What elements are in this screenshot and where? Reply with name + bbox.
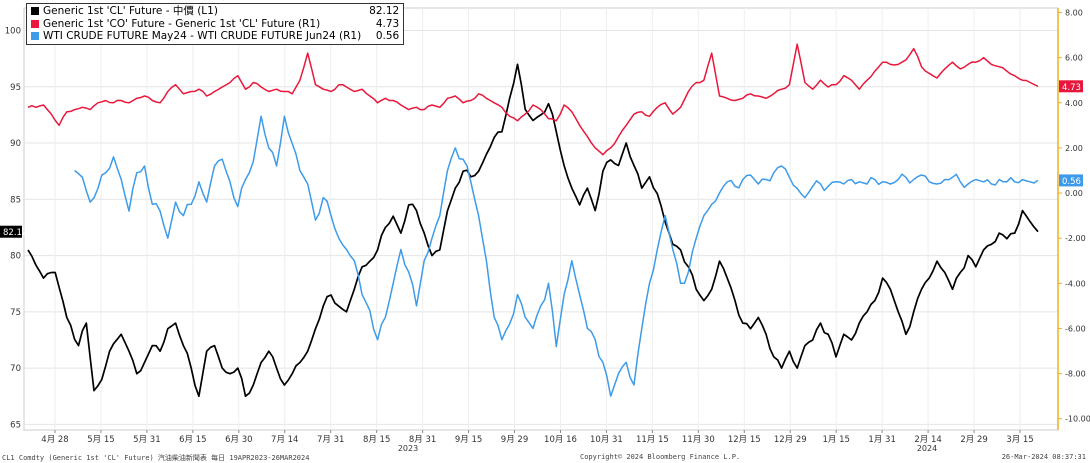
left-tick-label: 85: [10, 195, 21, 205]
footer-copyright: Copyright© 2024 Bloomberg Finance L.P.: [580, 453, 741, 461]
right-tick-label: 4.00: [1065, 99, 1083, 108]
footer-security-info: CL1 Comdty (Generic 1st 'CL' Future) 汽油柴…: [2, 454, 310, 462]
right-tick-label: 6.00: [1065, 54, 1083, 63]
legend-value: 82.12: [369, 5, 400, 17]
right-tick-label: 2.00: [1065, 144, 1083, 153]
x-tick-label: 7月 31: [317, 435, 344, 445]
legend-label: WTI CRUDE FUTURE May24 - WTI CRUDE FUTUR…: [43, 30, 362, 42]
legend-swatch-black: [31, 7, 39, 16]
right-tick-label: -6.00: [1065, 324, 1086, 333]
x-year-label: 2024: [917, 444, 937, 453]
x-tick-label: 6月 15: [179, 435, 206, 445]
x-tick-label: 10月 16: [544, 435, 577, 445]
x-year-label: 2023: [398, 444, 418, 453]
plot-frame: [23, 7, 1059, 431]
left-tick-label: 100: [5, 27, 21, 37]
x-tick-label: 12月 29: [774, 435, 807, 445]
last-value-tag-red: 4.73: [1062, 83, 1081, 93]
x-tick-label: 9月 15: [455, 435, 482, 445]
x-tick-label: 8月 15: [363, 435, 390, 445]
chart-legend: Generic 1st 'CL' Future - 中價 (L1) 82.12 …: [26, 3, 405, 45]
legend-swatch-blue: [31, 32, 39, 41]
right-tick-label: -2.00: [1065, 234, 1086, 243]
left-tick-label: 70: [10, 364, 21, 374]
x-tick-label: 9月 29: [501, 435, 528, 445]
last-value-tag-black-bg: [0, 225, 22, 238]
right-tick-label: -10.00: [1065, 415, 1090, 424]
series-line-1: [27, 63, 1039, 398]
left-tick-label: 75: [10, 308, 21, 318]
x-tick-label: 1月 31: [868, 435, 895, 445]
x-tick-label: 8月 31: [409, 435, 436, 445]
legend-row-co-spread: Generic 1st 'CO' Future - Generic 1st 'C…: [31, 18, 399, 31]
series-line-2: [27, 43, 1039, 156]
x-tick-label: 3月 15: [1006, 435, 1033, 445]
legend-value: 4.73: [375, 17, 400, 30]
x-tick-label: 10月 31: [590, 435, 623, 445]
x-tick-label: 2月 14: [914, 435, 941, 445]
x-tick-label: 7月 14: [271, 435, 298, 445]
left-tick-label: 80: [10, 252, 21, 262]
x-tick-label: 5月 15: [87, 435, 114, 445]
right-tick-label: 8.00: [1065, 9, 1083, 18]
x-tick-label: 5月 31: [133, 435, 160, 445]
legend-label: Generic 1st 'CO' Future - Generic 1st 'C…: [43, 17, 321, 30]
legend-row-cl1: Generic 1st 'CL' Future - 中價 (L1) 82.12: [31, 5, 399, 18]
last-value-tag-black: 82.12: [3, 228, 27, 238]
x-tick-label: 1月 15: [822, 435, 849, 445]
x-tick-label: 6月 30: [225, 435, 252, 445]
footer-timestamp: 26-Mar-2024 08:37:31: [1001, 453, 1086, 461]
legend-row-wti-spread: WTI CRUDE FUTURE May24 - WTI CRUDE FUTUR…: [31, 30, 399, 43]
last-value-tag-blue: 0.56: [1062, 177, 1081, 187]
legend-swatch-red: [31, 19, 39, 28]
right-tick-label: -4.00: [1065, 279, 1086, 288]
last-value-tag-red-bg: [1059, 80, 1083, 93]
right-tick-label: -8.00: [1065, 370, 1086, 379]
x-tick-label: 12月 15: [728, 435, 761, 445]
legend-value: 0.56: [375, 30, 400, 42]
right-tick-label: 0.00: [1065, 189, 1083, 198]
last-value-tag-blue-bg: [1059, 174, 1083, 187]
x-tick-label: 2月 29: [960, 435, 987, 445]
x-tick-label: 11月 15: [636, 435, 669, 445]
x-tick-label: 11月 30: [682, 435, 715, 445]
x-tick-label: 4月 28: [41, 435, 68, 445]
left-tick-label: 90: [10, 139, 21, 149]
series-line-3: [74, 115, 1039, 397]
legend-label: Generic 1st 'CL' Future - 中價 (L1): [43, 5, 218, 17]
left-tick-label: 65: [10, 420, 21, 430]
left-tick-label: 95: [10, 83, 21, 93]
